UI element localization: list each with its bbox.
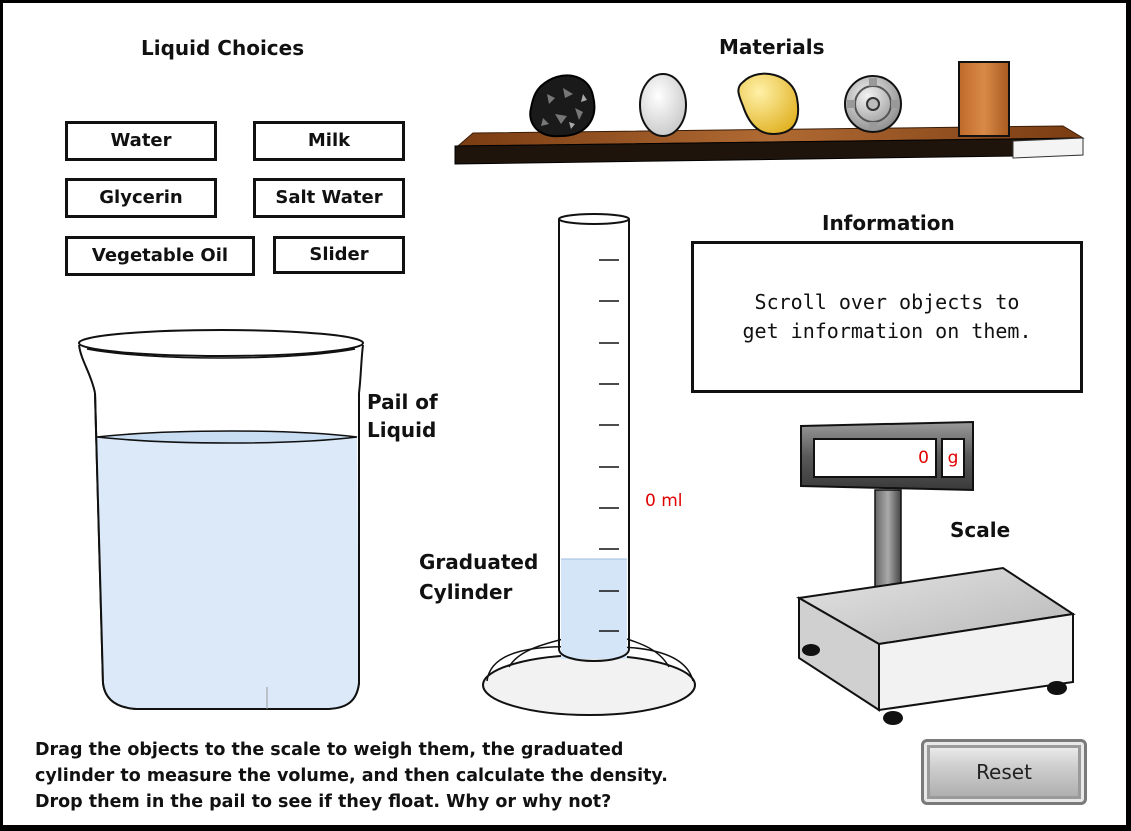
salt-water-button[interactable]: Salt Water bbox=[253, 178, 405, 218]
cylinder-volume-value: 0 bbox=[645, 491, 656, 511]
slider-button[interactable]: Slider bbox=[273, 236, 405, 274]
metal-weight-icon[interactable] bbox=[844, 75, 902, 133]
graduated-cylinder[interactable] bbox=[479, 209, 705, 729]
cylinder-volume-unit: ml bbox=[661, 491, 683, 511]
information-text: Scroll over objects to get information o… bbox=[742, 290, 1032, 343]
milk-button[interactable]: Milk bbox=[253, 121, 405, 161]
cylinder-label: Graduated Cylinder bbox=[419, 550, 539, 604]
scale-display: 0 bbox=[813, 438, 937, 478]
reset-button[interactable]: Reset bbox=[921, 739, 1087, 805]
glycerin-button[interactable]: Glycerin bbox=[65, 178, 217, 218]
scale-weight-unit: g bbox=[947, 448, 959, 468]
liquid-choices-heading: Liquid Choices bbox=[141, 36, 305, 60]
egg-icon[interactable] bbox=[639, 73, 687, 137]
information-panel: Scroll over objects to get information o… bbox=[691, 241, 1083, 393]
scale-weight-value: 0 bbox=[918, 448, 929, 468]
pail-label: Pail of Liquid bbox=[367, 390, 438, 442]
yellow-blob-icon[interactable] bbox=[737, 72, 800, 136]
cylinder-volume-readout: 0 ml bbox=[645, 491, 683, 511]
information-heading: Information bbox=[822, 211, 955, 235]
materials-heading: Materials bbox=[719, 35, 825, 59]
coal-lump-icon[interactable] bbox=[529, 74, 596, 138]
scale-unit-display: g bbox=[941, 438, 965, 478]
simulation-stage: Liquid Choices Water Milk Glycerin Salt … bbox=[3, 3, 1126, 825]
wood-block-icon[interactable] bbox=[958, 61, 1010, 137]
materials-shelf bbox=[454, 61, 1085, 165]
instructions-text: Drag the objects to the scale to weigh t… bbox=[35, 740, 668, 812]
water-button[interactable]: Water bbox=[65, 121, 217, 161]
vegetable-oil-button[interactable]: Vegetable Oil bbox=[65, 236, 255, 276]
pail-of-liquid[interactable] bbox=[71, 321, 371, 721]
scale-label: Scale bbox=[950, 518, 1011, 542]
